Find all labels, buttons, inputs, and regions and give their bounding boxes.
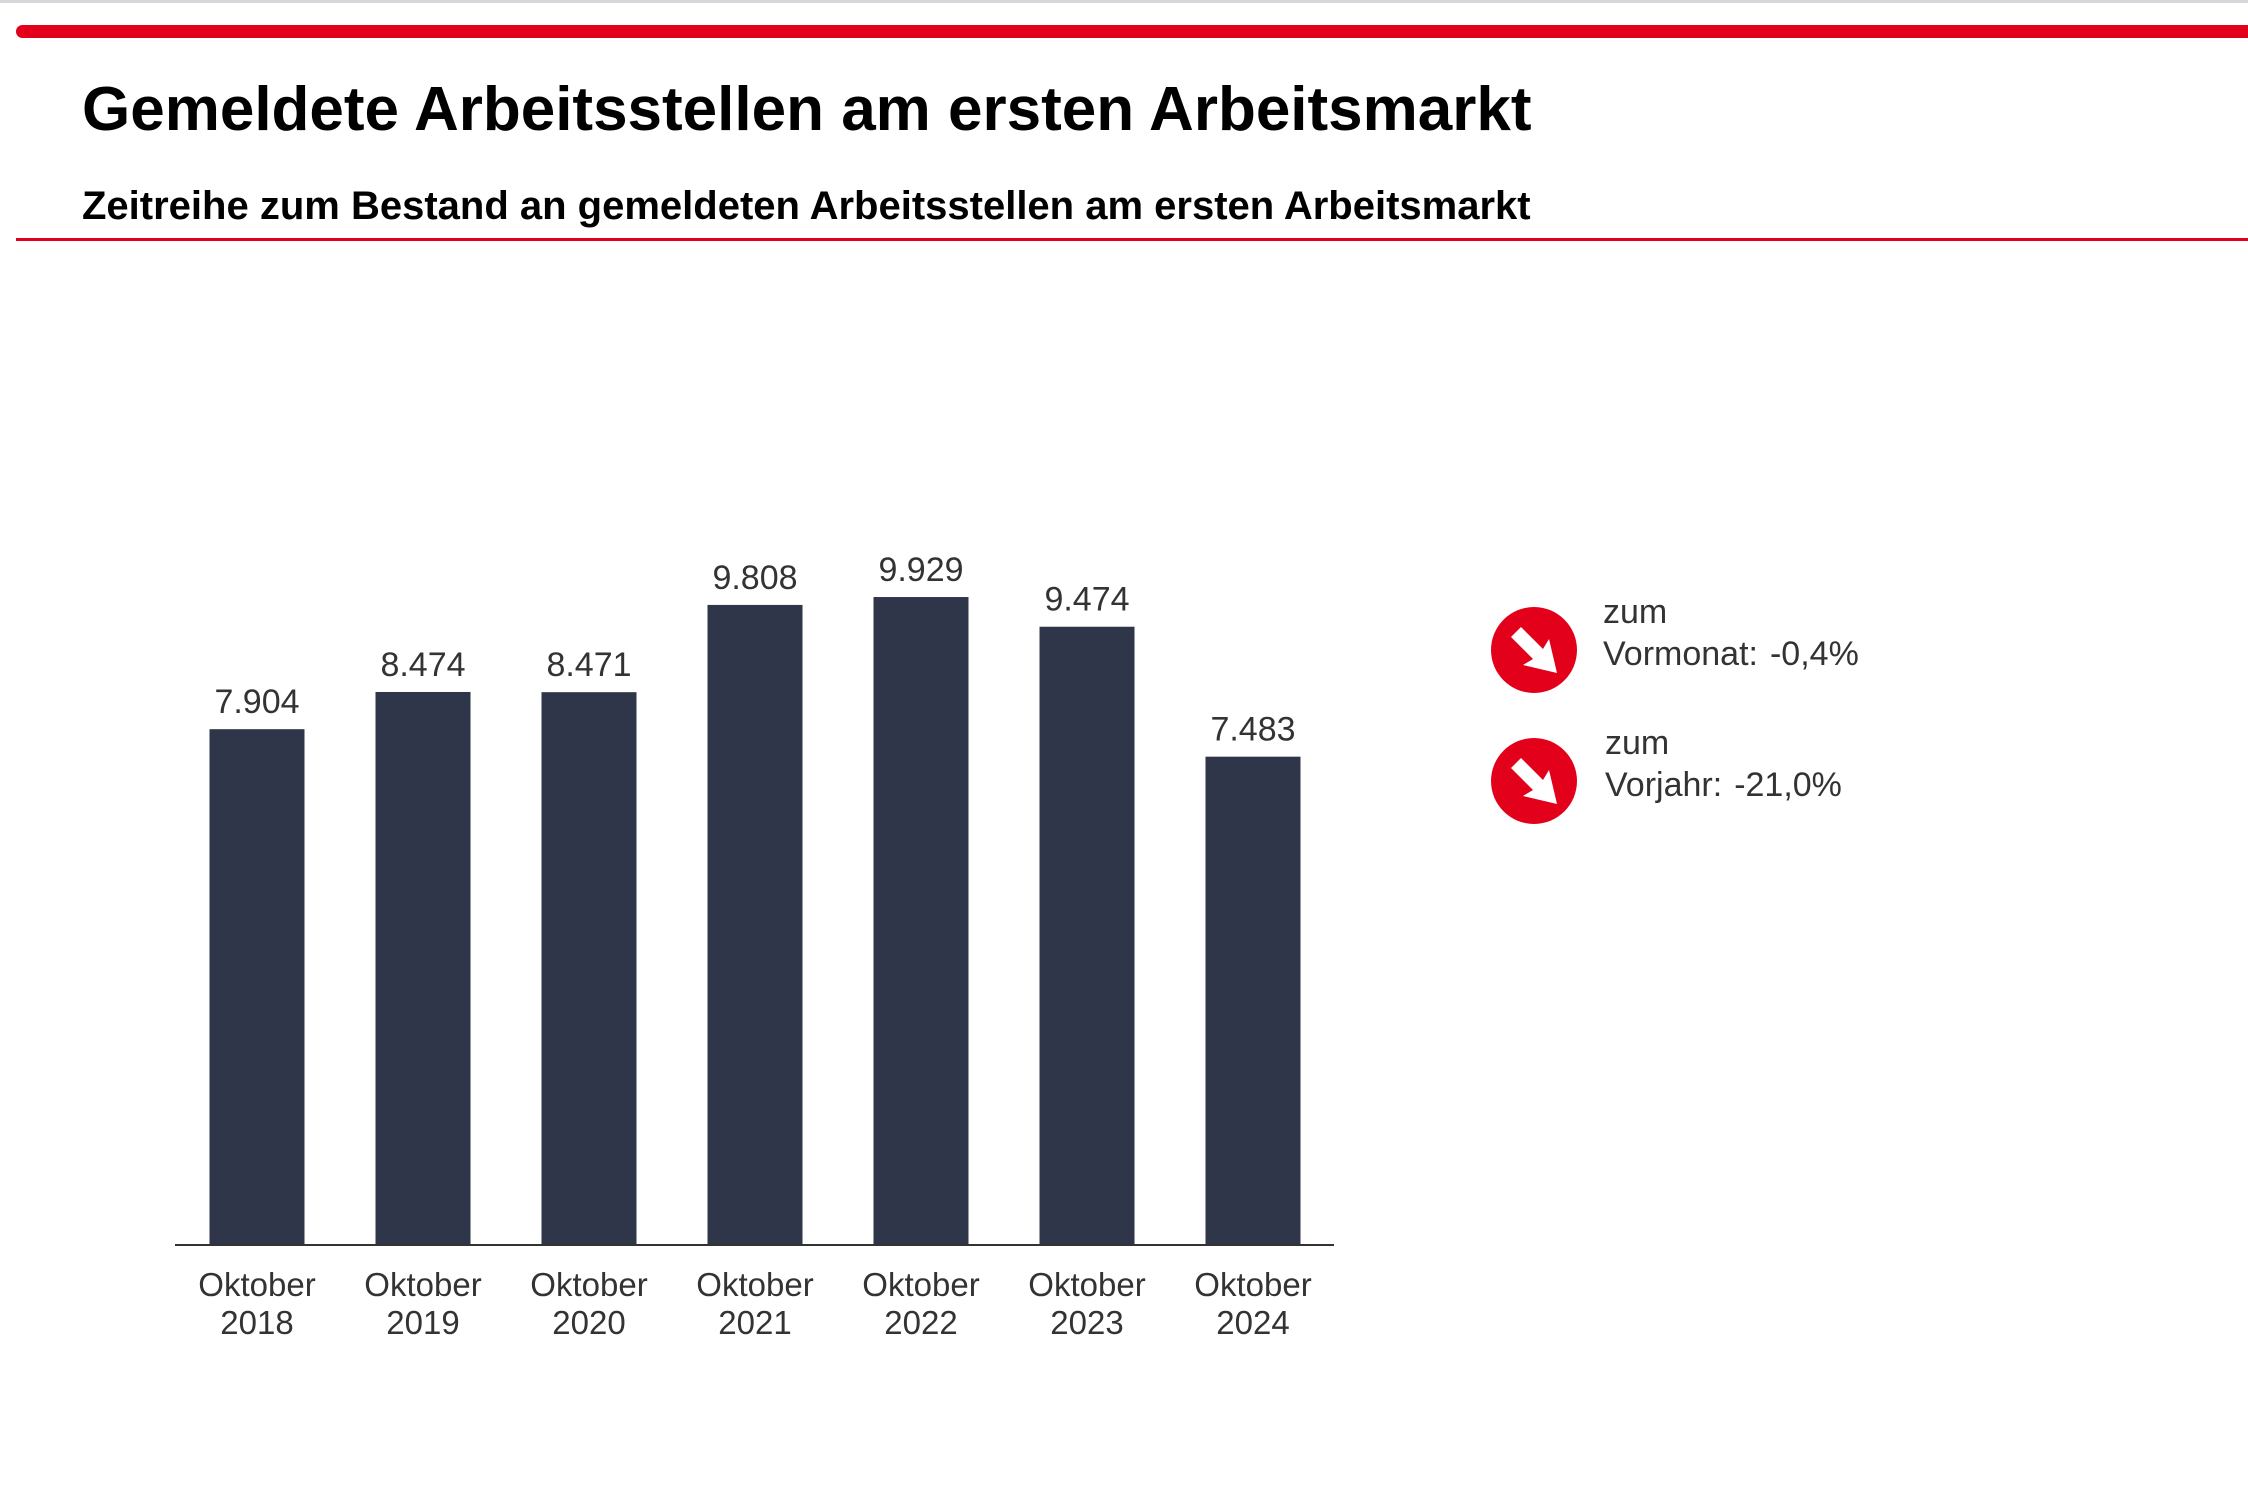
arrow-down-right-icon	[1491, 738, 1577, 824]
x-tick-label: 2021	[718, 1304, 791, 1341]
x-tick-label: 2023	[1050, 1304, 1123, 1341]
bar	[375, 691, 471, 1245]
data-label: 8.474	[380, 646, 465, 684]
legend-label: Vorjahr:	[1605, 766, 1723, 804]
legend-line1: zum	[1603, 593, 1668, 631]
arrow-down-right-icon	[1491, 607, 1577, 693]
bar	[873, 597, 969, 1245]
data-label: 7.483	[1210, 711, 1295, 749]
top-strip	[0, 0, 2248, 3]
x-tick-label: 2024	[1216, 1304, 1289, 1341]
x-tick-label: Oktober	[530, 1266, 647, 1303]
bar	[1039, 626, 1135, 1245]
legend-value: -21,0%	[1734, 766, 1842, 804]
x-tick-label: 2018	[220, 1304, 293, 1341]
bar	[1205, 756, 1301, 1245]
legend-label: Vormonat:	[1603, 635, 1758, 673]
page-title: Gemeldete Arbeitsstellen am ersten Arbei…	[82, 75, 1532, 144]
bar	[541, 692, 637, 1245]
x-tick-label: 2022	[884, 1304, 957, 1341]
x-tick-label: 2020	[552, 1304, 625, 1341]
legend-value: -0,4%	[1769, 635, 1859, 673]
x-tick-label: Oktober	[696, 1266, 813, 1303]
data-label: 7.904	[214, 683, 299, 721]
page-subtitle: Zeitreihe zum Bestand an gemeldeten Arbe…	[82, 184, 1531, 228]
x-tick-label: Oktober	[364, 1266, 481, 1303]
bar	[707, 604, 803, 1245]
header-accent-bar	[16, 25, 2248, 38]
data-label: 9.929	[878, 551, 963, 589]
bar	[209, 729, 305, 1245]
x-tick-label: Oktober	[1028, 1266, 1145, 1303]
legend-line1: zum	[1605, 724, 1670, 762]
header-divider	[16, 238, 2248, 241]
x-tick-label: Oktober	[1194, 1266, 1311, 1303]
x-tick-label: Oktober	[198, 1266, 315, 1303]
data-label: 9.808	[712, 559, 797, 597]
x-tick-label: Oktober	[862, 1266, 979, 1303]
data-label: 8.471	[546, 646, 631, 684]
x-tick-label: 2019	[386, 1304, 459, 1341]
data-label: 9.474	[1044, 581, 1129, 619]
